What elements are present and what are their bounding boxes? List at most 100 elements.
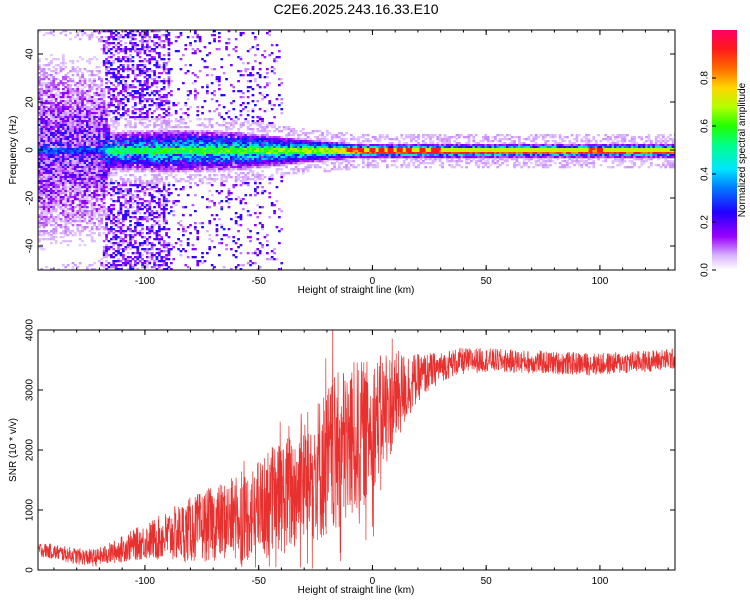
heatmap-cell (83, 104, 87, 107)
heatmap-cell (47, 178, 51, 181)
heatmap-cell (114, 108, 118, 111)
heatmap-cell (40, 174, 44, 177)
heatmap-cell (141, 202, 144, 205)
heatmap-cell (174, 188, 178, 191)
heatmap-cell (64, 134, 68, 137)
heatmap-cell (74, 146, 77, 149)
heatmap-cell (78, 124, 82, 127)
heatmap-cell (146, 166, 149, 169)
heatmap-cell (129, 126, 132, 129)
heatmap-cell (59, 232, 63, 235)
heatmap-cell (117, 164, 120, 167)
heatmap-cell (158, 172, 161, 175)
heatmap-cell (124, 138, 128, 141)
heatmap-cell (162, 132, 166, 135)
heatmap-cell (225, 126, 228, 129)
heatmap-cell (88, 186, 92, 189)
heatmap-cell (112, 104, 116, 107)
heatmap-cell (114, 166, 118, 169)
heatmap-cell (117, 210, 120, 213)
heatmap-cell (95, 154, 99, 157)
heatmap-cell (158, 162, 161, 165)
heatmap-cell (162, 136, 166, 139)
heatmap-cell (167, 162, 171, 165)
heatmap-cell (102, 196, 106, 199)
heatmap-cell (78, 224, 82, 227)
heatmap-cell (90, 72, 94, 75)
heatmap-cell (146, 78, 149, 81)
heatmap-cell (110, 230, 113, 233)
heatmap-cell (112, 168, 116, 171)
heatmap-cell (98, 128, 101, 131)
heatmap-cell (208, 234, 212, 237)
heatmap-cell (42, 94, 46, 97)
heatmap-cell (112, 46, 116, 49)
heatmap-cell (134, 132, 137, 135)
heatmap-cell (155, 144, 159, 147)
heatmap-cell (146, 70, 149, 73)
heatmap-cell (107, 38, 111, 41)
heatmap-cell (119, 260, 123, 263)
heatmap-cell (218, 164, 221, 167)
heatmap-cell (81, 216, 84, 219)
heatmap-cell (179, 108, 183, 111)
heatmap-cell (50, 80, 53, 83)
heatmap-cell (66, 182, 70, 185)
heatmap-cell (90, 194, 94, 197)
heatmap-cell (177, 194, 180, 197)
heatmap-cell (52, 192, 56, 195)
heatmap-cell (102, 88, 106, 91)
heatmap-cell (88, 190, 92, 193)
heatmap-cell (78, 132, 82, 135)
heatmap-cell (50, 54, 53, 57)
heatmap-cell (38, 246, 41, 249)
heatmap-cell (45, 106, 48, 109)
heatmap-cell (143, 60, 147, 63)
heatmap-cell (182, 206, 185, 209)
heatmap-cell (122, 216, 125, 219)
heatmap-cell (134, 78, 137, 81)
heatmap-cell (40, 224, 44, 227)
heatmap-cell (208, 134, 212, 137)
heatmap-cell (100, 184, 104, 187)
heatmap-cell (196, 170, 200, 173)
heatmap-cell (122, 142, 125, 145)
heatmap-cell (107, 72, 111, 75)
heatmap-cell (71, 164, 75, 167)
heatmap-cell (76, 188, 80, 191)
heatmap-cell (160, 178, 164, 181)
heatmap-cell (100, 126, 104, 129)
heatmap-cell (160, 258, 164, 261)
heatmap-cell (95, 112, 99, 115)
heatmap-cell (179, 68, 183, 71)
heatmap-cell (45, 32, 48, 35)
heatmap-cell (124, 112, 128, 115)
heatmap-cell (107, 124, 111, 127)
heatmap-cell (50, 160, 53, 163)
heatmap-cell (47, 192, 51, 195)
heatmap-cell (222, 234, 226, 237)
heatmap-cell (165, 160, 168, 163)
heatmap-cell (230, 154, 233, 157)
heatmap-cell (102, 136, 106, 139)
heatmap-cell (179, 122, 183, 125)
heatmap-cell (74, 82, 77, 85)
heatmap-cell (93, 186, 96, 189)
heatmap-cell (66, 114, 70, 117)
heatmap-cell (146, 244, 149, 247)
heatmap-cell (66, 200, 70, 203)
heatmap-cell (160, 212, 164, 215)
heatmap-cell (146, 32, 149, 35)
heatmap-cell (95, 104, 99, 107)
heatmap-cell (71, 188, 75, 191)
heatmap-cell (155, 108, 159, 111)
heatmap-cell (177, 152, 180, 155)
heatmap-cell (42, 212, 46, 215)
heatmap-cell (100, 100, 104, 103)
heatmap-cell (153, 224, 156, 227)
heatmap-cell (98, 118, 101, 121)
heatmap-cell (90, 206, 94, 209)
heatmap-cell (81, 98, 84, 101)
heatmap-cell (213, 178, 216, 181)
heatmap-cell (83, 108, 87, 111)
